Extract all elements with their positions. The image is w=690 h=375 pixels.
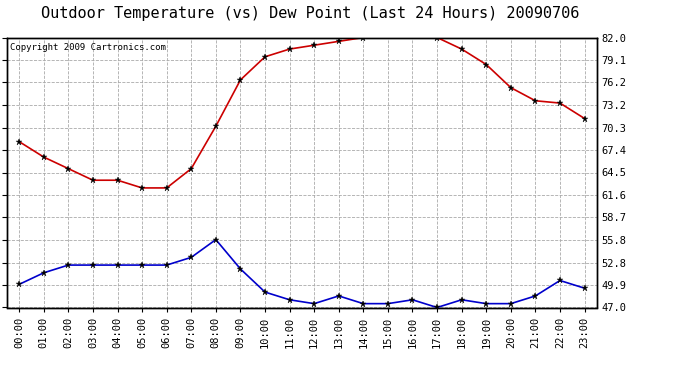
Text: Outdoor Temperature (vs) Dew Point (Last 24 Hours) 20090706: Outdoor Temperature (vs) Dew Point (Last…	[41, 6, 580, 21]
Text: Copyright 2009 Cartronics.com: Copyright 2009 Cartronics.com	[10, 43, 166, 52]
